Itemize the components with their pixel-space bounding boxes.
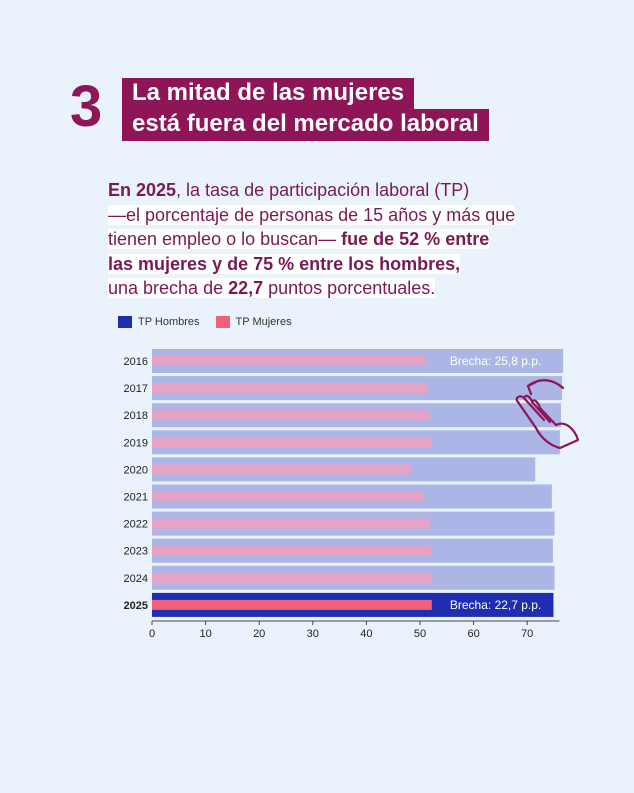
y-tick-label-2018: 2018 bbox=[124, 410, 148, 422]
y-tick-label-2021: 2021 bbox=[124, 492, 148, 504]
legend-swatch-men bbox=[118, 316, 132, 328]
legend-item-women: TP Mujeres bbox=[215, 316, 292, 328]
y-tick-label-2020: 2020 bbox=[124, 464, 148, 476]
x-tick-label-40: 40 bbox=[360, 628, 372, 640]
body-line-1: , la tasa de participación laboral (TP) bbox=[176, 180, 470, 200]
body-gap-value: 22,7 bbox=[228, 278, 264, 298]
y-tick-label-2022: 2022 bbox=[124, 519, 148, 531]
title-line-2: está fuera del mercado laboral bbox=[122, 109, 489, 141]
bar-women-2019 bbox=[152, 437, 432, 448]
bar-women-2020 bbox=[152, 464, 411, 475]
annotation-gap-2016: Brecha: 25,8 p.p. bbox=[450, 354, 541, 368]
bar-women-2022 bbox=[152, 518, 431, 529]
bar-women-2025 bbox=[152, 599, 432, 610]
annotation-gap-2025: Brecha: 22,7 p.p. bbox=[450, 598, 541, 612]
bar-women-2016 bbox=[152, 356, 426, 366]
body-line-2: —el porcentaje de personas de 15 años y … bbox=[108, 204, 516, 225]
body-line-3: tienen empleo o lo buscan— bbox=[108, 229, 342, 249]
y-tick-label-2016: 2016 bbox=[124, 356, 148, 368]
bar-women-2024 bbox=[152, 572, 433, 583]
bar-women-2017 bbox=[152, 383, 428, 394]
body-line-5: una brecha de bbox=[108, 278, 229, 298]
chart-legend: TP Hombres TP Mujeres bbox=[118, 316, 308, 328]
legend-item-men: TP Hombres bbox=[118, 316, 200, 328]
x-tick-label-60: 60 bbox=[467, 628, 479, 640]
y-tick-label-2024: 2024 bbox=[124, 573, 148, 585]
x-tick-label-20: 20 bbox=[253, 628, 265, 640]
hand-swipe-icon bbox=[515, 379, 580, 450]
bar-women-2018 bbox=[152, 410, 431, 421]
body-line-3-bold: fue de 52 % entre bbox=[341, 229, 490, 249]
y-tick-label-2019: 2019 bbox=[124, 437, 148, 449]
body-paragraph: En 2025, la tasa de participación labora… bbox=[108, 178, 548, 301]
x-tick-label-50: 50 bbox=[414, 628, 426, 640]
body-line-5-end: puntos porcentuales. bbox=[263, 278, 436, 298]
legend-label-women: TP Mujeres bbox=[235, 316, 292, 328]
bar-women-2023 bbox=[152, 545, 432, 556]
body-line-4-bold: las mujeres y de 75 % entre los hombres, bbox=[108, 253, 461, 274]
section-number: 3 bbox=[70, 74, 103, 139]
legend-label-men: TP Hombres bbox=[138, 316, 200, 328]
legend-swatch-women bbox=[215, 316, 230, 328]
x-tick-label-0: 0 bbox=[149, 628, 155, 640]
y-tick-label-2017: 2017 bbox=[124, 383, 148, 395]
body-year: En 2025 bbox=[108, 180, 177, 200]
title-line-1: La mitad de las mujeres bbox=[122, 78, 415, 110]
y-tick-label-2025: 2025 bbox=[124, 600, 148, 612]
x-tick-label-10: 10 bbox=[199, 628, 211, 640]
y-tick-label-2023: 2023 bbox=[124, 546, 148, 558]
bar-women-2021 bbox=[152, 491, 424, 502]
x-tick-label-70: 70 bbox=[521, 628, 533, 640]
x-tick-label-30: 30 bbox=[307, 628, 319, 640]
